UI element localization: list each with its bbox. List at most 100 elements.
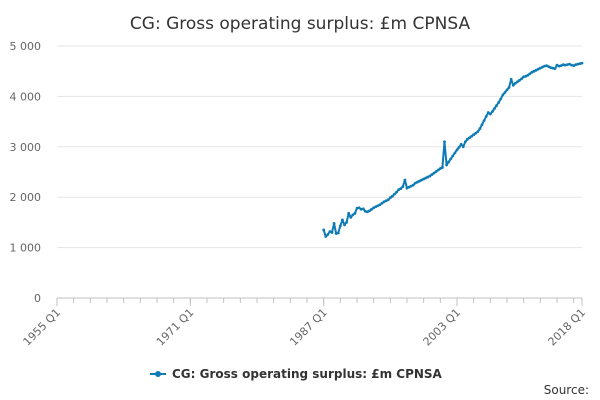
data-point[interactable] [509, 77, 513, 81]
data-point[interactable] [411, 183, 415, 187]
data-point[interactable] [422, 177, 426, 181]
data-point[interactable] [382, 200, 386, 204]
data-point[interactable] [474, 131, 478, 135]
data-point[interactable] [332, 222, 336, 225]
data-point[interactable] [568, 62, 571, 66]
data-point[interactable] [555, 63, 559, 67]
data-point[interactable] [380, 201, 384, 205]
data-point[interactable] [530, 70, 534, 74]
data-point[interactable] [399, 187, 403, 191]
data-point[interactable] [378, 203, 382, 207]
data-point[interactable] [345, 221, 348, 224]
data-point[interactable] [505, 88, 509, 92]
data-point[interactable] [476, 130, 480, 134]
data-point[interactable] [526, 73, 530, 77]
data-point[interactable] [482, 119, 486, 122]
data-point[interactable] [451, 154, 455, 158]
data-point[interactable] [466, 137, 469, 141]
data-point[interactable] [563, 63, 567, 67]
data-point[interactable] [413, 181, 417, 185]
data-point[interactable] [536, 67, 540, 71]
data-point[interactable] [393, 192, 396, 196]
data-point[interactable] [497, 101, 501, 104]
data-point[interactable] [538, 66, 542, 70]
data-point[interactable] [353, 211, 357, 215]
data-point[interactable] [557, 64, 561, 68]
legend[interactable]: CG: Gross operating surplus: £m CPNSA [150, 367, 443, 381]
data-point[interactable] [438, 167, 442, 170]
data-point[interactable] [441, 166, 444, 169]
data-point[interactable] [445, 163, 448, 167]
data-point[interactable] [545, 64, 548, 68]
data-point[interactable] [336, 231, 340, 235]
data-point[interactable] [447, 160, 451, 164]
data-point[interactable] [443, 140, 446, 144]
data-point[interactable] [434, 170, 438, 173]
data-point[interactable] [513, 81, 517, 85]
data-point[interactable] [405, 186, 409, 190]
data-point[interactable] [463, 140, 467, 144]
data-point[interactable] [376, 204, 380, 208]
data-point[interactable] [499, 97, 503, 101]
data-point[interactable] [395, 190, 398, 194]
data-point[interactable] [572, 64, 576, 68]
data-point[interactable] [432, 171, 436, 175]
data-point[interactable] [361, 207, 365, 211]
data-point[interactable] [424, 176, 428, 180]
data-point[interactable] [366, 210, 369, 214]
data-point[interactable] [534, 68, 538, 72]
data-point[interactable] [576, 62, 580, 66]
data-point[interactable] [495, 104, 498, 107]
data-point[interactable] [330, 231, 334, 234]
data-point[interactable] [426, 175, 430, 179]
data-point[interactable] [363, 209, 367, 213]
series-line[interactable] [322, 62, 583, 238]
data-point[interactable] [472, 133, 476, 137]
data-point[interactable] [386, 198, 390, 202]
data-point[interactable] [488, 112, 492, 116]
data-point[interactable] [528, 72, 532, 76]
data-point[interactable] [368, 209, 371, 213]
data-point[interactable] [341, 218, 344, 222]
data-point[interactable] [547, 65, 551, 69]
data-point[interactable] [328, 230, 332, 233]
data-point[interactable] [493, 107, 496, 110]
data-point[interactable] [580, 61, 584, 65]
data-point[interactable] [428, 174, 432, 178]
data-point[interactable] [461, 145, 465, 149]
data-point[interactable] [532, 69, 536, 73]
data-point[interactable] [503, 90, 507, 94]
data-point[interactable] [403, 178, 407, 182]
data-point[interactable] [541, 65, 544, 69]
data-point[interactable] [349, 215, 353, 219]
data-point[interactable] [551, 66, 555, 70]
data-point[interactable] [407, 185, 411, 189]
data-point[interactable] [391, 194, 394, 198]
data-point[interactable] [430, 173, 434, 176]
data-point[interactable] [347, 211, 351, 215]
data-point[interactable] [384, 199, 388, 203]
data-point[interactable] [511, 83, 515, 87]
data-point[interactable] [416, 180, 419, 184]
data-point[interactable] [453, 151, 457, 155]
data-point[interactable] [486, 111, 490, 114]
data-point[interactable] [518, 78, 521, 82]
data-point[interactable] [351, 213, 355, 217]
data-point[interactable] [455, 148, 459, 152]
data-point[interactable] [457, 145, 461, 149]
data-point[interactable] [570, 63, 573, 67]
data-point[interactable] [478, 127, 482, 131]
data-point[interactable] [520, 77, 523, 81]
data-point[interactable] [409, 184, 413, 188]
data-point[interactable] [418, 179, 421, 183]
data-point[interactable] [420, 178, 423, 182]
data-point[interactable] [326, 233, 330, 236]
data-point[interactable] [516, 80, 519, 84]
data-point[interactable] [397, 188, 401, 192]
data-point[interactable] [388, 196, 392, 200]
data-point[interactable] [338, 224, 342, 228]
data-point[interactable] [459, 142, 463, 146]
data-point[interactable] [449, 157, 453, 161]
data-point[interactable] [374, 205, 378, 209]
data-point[interactable] [484, 115, 488, 118]
